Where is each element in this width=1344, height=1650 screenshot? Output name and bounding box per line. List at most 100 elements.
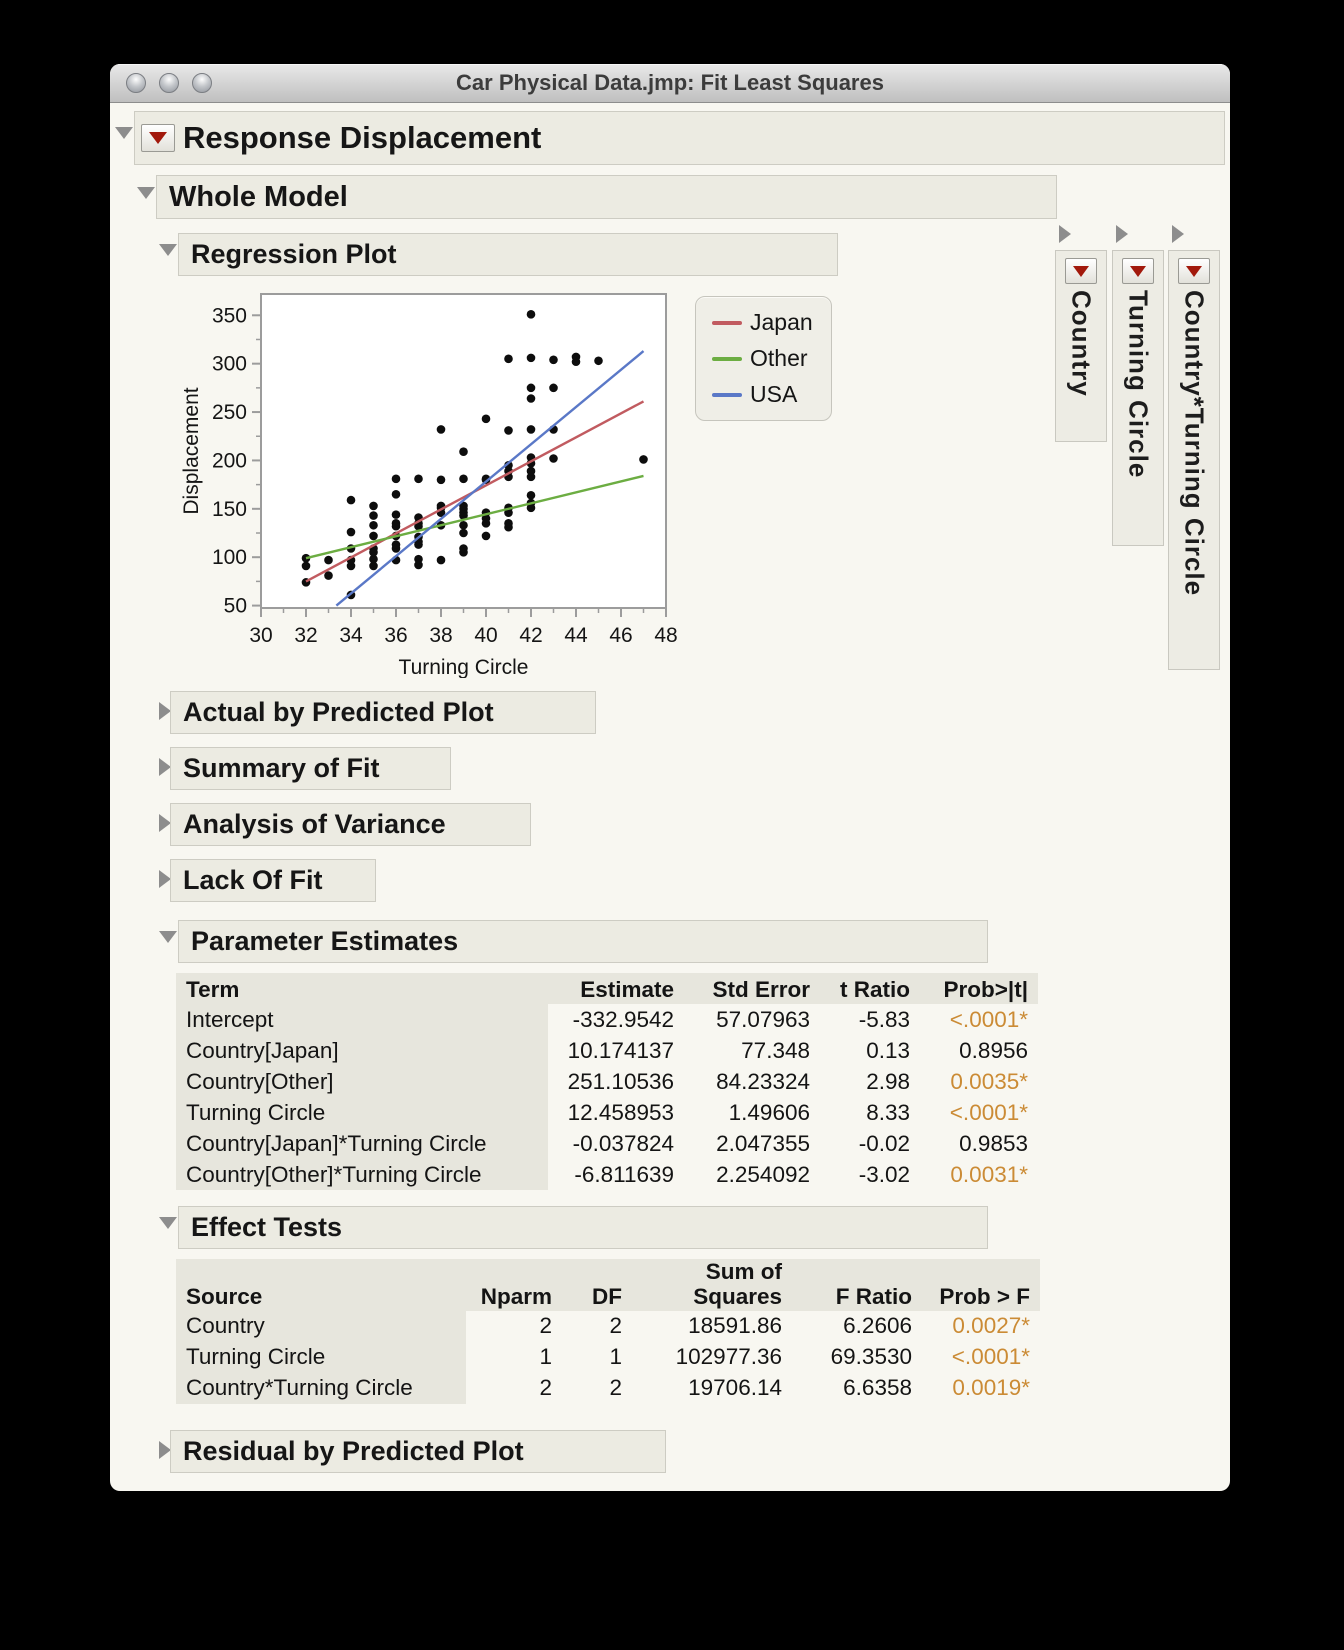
svg-text:Displacement: Displacement (180, 387, 203, 514)
disclosure-right-icon[interactable] (159, 702, 171, 720)
section-title: Lack Of Fit (183, 865, 323, 895)
value-cell: -332.9542 (572, 1006, 674, 1032)
section-title: Summary of Fit (183, 753, 380, 783)
section-title: Actual by Predicted Plot (183, 697, 494, 727)
svg-text:50: 50 (224, 595, 247, 618)
svg-text:350: 350 (212, 304, 247, 327)
column-header: Term (176, 973, 548, 1004)
row-label: Country[Other]*Turning Circle (176, 1159, 548, 1190)
table-row: Country[Japan]*Turning Circle -0.037824 2.… (176, 1128, 1038, 1159)
column-header: Estimate (548, 973, 684, 1004)
sidetab-label: Country*Turning Circle (1179, 290, 1210, 597)
close-button[interactable] (126, 73, 146, 93)
value-cell: 1 (609, 1344, 622, 1369)
outline-header-whole-model[interactable]: Whole Model (156, 175, 1057, 219)
legend-item-other: Other (712, 345, 813, 372)
table-row: Country[Other] 251.10536 84.23324 2.98 0.003… (176, 1066, 1038, 1097)
svg-text:300: 300 (212, 353, 247, 376)
title-bar[interactable]: Car Physical Data.jmp: Fit Least Squares (110, 64, 1230, 103)
red-popup-menu-icon[interactable] (1065, 258, 1097, 284)
sidetab-turning-circle[interactable]: Turning Circle (1112, 250, 1164, 546)
disclosure-down-icon[interactable] (115, 127, 133, 139)
disclosure-right-icon[interactable] (1059, 225, 1071, 243)
value-cell: 2 (539, 1313, 552, 1338)
plot-legend: Japan Other USA (695, 296, 832, 421)
svg-text:34: 34 (339, 624, 363, 647)
outline-header-regression-plot[interactable]: Regression Plot (178, 233, 838, 276)
svg-text:Turning Circle: Turning Circle (399, 656, 529, 678)
outline-header-lack-of-fit[interactable]: Lack Of Fit (170, 859, 376, 902)
value-cell: 0.0027* (952, 1313, 1030, 1338)
disclosure-down-icon[interactable] (137, 187, 155, 199)
svg-text:32: 32 (294, 624, 317, 647)
value-cell: 2.254092 (716, 1161, 810, 1187)
window-title: Car Physical Data.jmp: Fit Least Squares (456, 70, 884, 95)
table-row: Turning Circle 12.458953 1.49606 8.33 <.0001… (176, 1097, 1038, 1128)
outline-header-effect-tests[interactable]: Effect Tests (178, 1206, 988, 1249)
sidetab-country-turning-circle[interactable]: Country*Turning Circle (1168, 250, 1220, 670)
outline-header-actual-by-predicted[interactable]: Actual by Predicted Plot (170, 691, 596, 734)
value-cell: 1.49606 (728, 1099, 810, 1125)
svg-text:40: 40 (474, 624, 497, 647)
parameter-estimates-table: Term Estimate Std Error t Ratio Prob>|t| Int… (176, 973, 1038, 1190)
column-header: Std Error (684, 973, 820, 1004)
table-header-row: Source Nparm DF Sum of Squares F Ratio Prob >… (176, 1259, 1040, 1311)
disclosure-right-icon[interactable] (159, 758, 171, 776)
value-cell: <.0001* (951, 1344, 1030, 1369)
value-cell: 12.458953 (567, 1099, 674, 1125)
report-content: Response Displacement Whole Model Regres… (110, 111, 1230, 1491)
value-cell: 251.10536 (567, 1068, 674, 1094)
minimize-button[interactable] (159, 73, 179, 93)
disclosure-right-icon[interactable] (1172, 225, 1184, 243)
legend-label: USA (750, 381, 798, 407)
sidetab-label: Turning Circle (1123, 290, 1154, 479)
outline-header-response[interactable]: Response Displacement (134, 111, 1225, 165)
disclosure-down-icon[interactable] (159, 244, 177, 256)
table-row: Country[Japan] 10.174137 77.348 0.13 0.8956 (176, 1035, 1038, 1066)
disclosure-right-icon[interactable] (159, 1440, 171, 1459)
table-header-row: Term Estimate Std Error t Ratio Prob>|t| (176, 973, 1038, 1004)
effect-tests-table: Source Nparm DF Sum of Squares F Ratio Prob >… (176, 1259, 1040, 1404)
value-cell: 57.07963 (716, 1006, 810, 1032)
value-cell: 0.8956 (959, 1037, 1028, 1063)
red-popup-menu-icon[interactable] (1178, 258, 1210, 284)
outline-header-parameter-estimates[interactable]: Parameter Estimates (178, 920, 988, 963)
value-cell: 102977.36 (675, 1344, 782, 1369)
value-cell: 2 (609, 1375, 622, 1400)
disclosure-down-icon[interactable] (159, 931, 177, 943)
value-cell: 69.3530 (830, 1344, 912, 1369)
svg-text:150: 150 (212, 498, 247, 521)
outline-header-residual-by-predicted[interactable]: Residual by Predicted Plot (170, 1429, 666, 1473)
disclosure-right-icon[interactable] (159, 814, 171, 832)
svg-text:42: 42 (519, 624, 542, 647)
zoom-button[interactable] (192, 73, 212, 93)
outline-header-summary-of-fit[interactable]: Summary of Fit (170, 747, 451, 790)
red-popup-menu-icon[interactable] (141, 124, 175, 152)
disclosure-right-icon[interactable] (159, 870, 171, 888)
value-cell: 18591.86 (688, 1313, 782, 1338)
svg-text:48: 48 (654, 624, 677, 647)
sidetab-country[interactable]: Country (1055, 250, 1107, 442)
response-title: Response Displacement (183, 120, 542, 155)
red-popup-menu-icon[interactable] (1122, 258, 1154, 284)
value-cell: 2 (539, 1375, 552, 1400)
legend-item-usa: USA (712, 381, 813, 408)
value-cell: 8.33 (866, 1099, 910, 1125)
disclosure-right-icon[interactable] (1116, 225, 1128, 243)
disclosure-down-icon[interactable] (159, 1217, 177, 1229)
table-row: Country*Turning Circle 2 2 19706.14 6.6358 0.… (176, 1372, 1040, 1404)
value-cell: 0.0031* (950, 1161, 1028, 1187)
table-row: Country 2 2 18591.86 6.2606 0.0027* (176, 1310, 1040, 1342)
value-cell: 0.0035* (950, 1068, 1028, 1094)
sidetab-label: Country (1066, 290, 1097, 397)
value-cell: -0.02 (858, 1130, 910, 1156)
regression-plot-canvas: 30 32 34 36 38 40 42 44 46 48 50 100 150 200 250 300 350… (180, 293, 678, 678)
value-cell: <.0001* (949, 1006, 1028, 1032)
value-cell: <.0001* (949, 1099, 1028, 1125)
value-cell: 6.6358 (843, 1375, 912, 1400)
value-cell: -3.02 (858, 1161, 910, 1187)
legend-label: Japan (750, 309, 813, 335)
legend-line-swatch (712, 392, 742, 397)
regression-plot-title: Regression Plot (191, 239, 397, 269)
outline-header-analysis-of-variance[interactable]: Analysis of Variance (170, 803, 531, 846)
